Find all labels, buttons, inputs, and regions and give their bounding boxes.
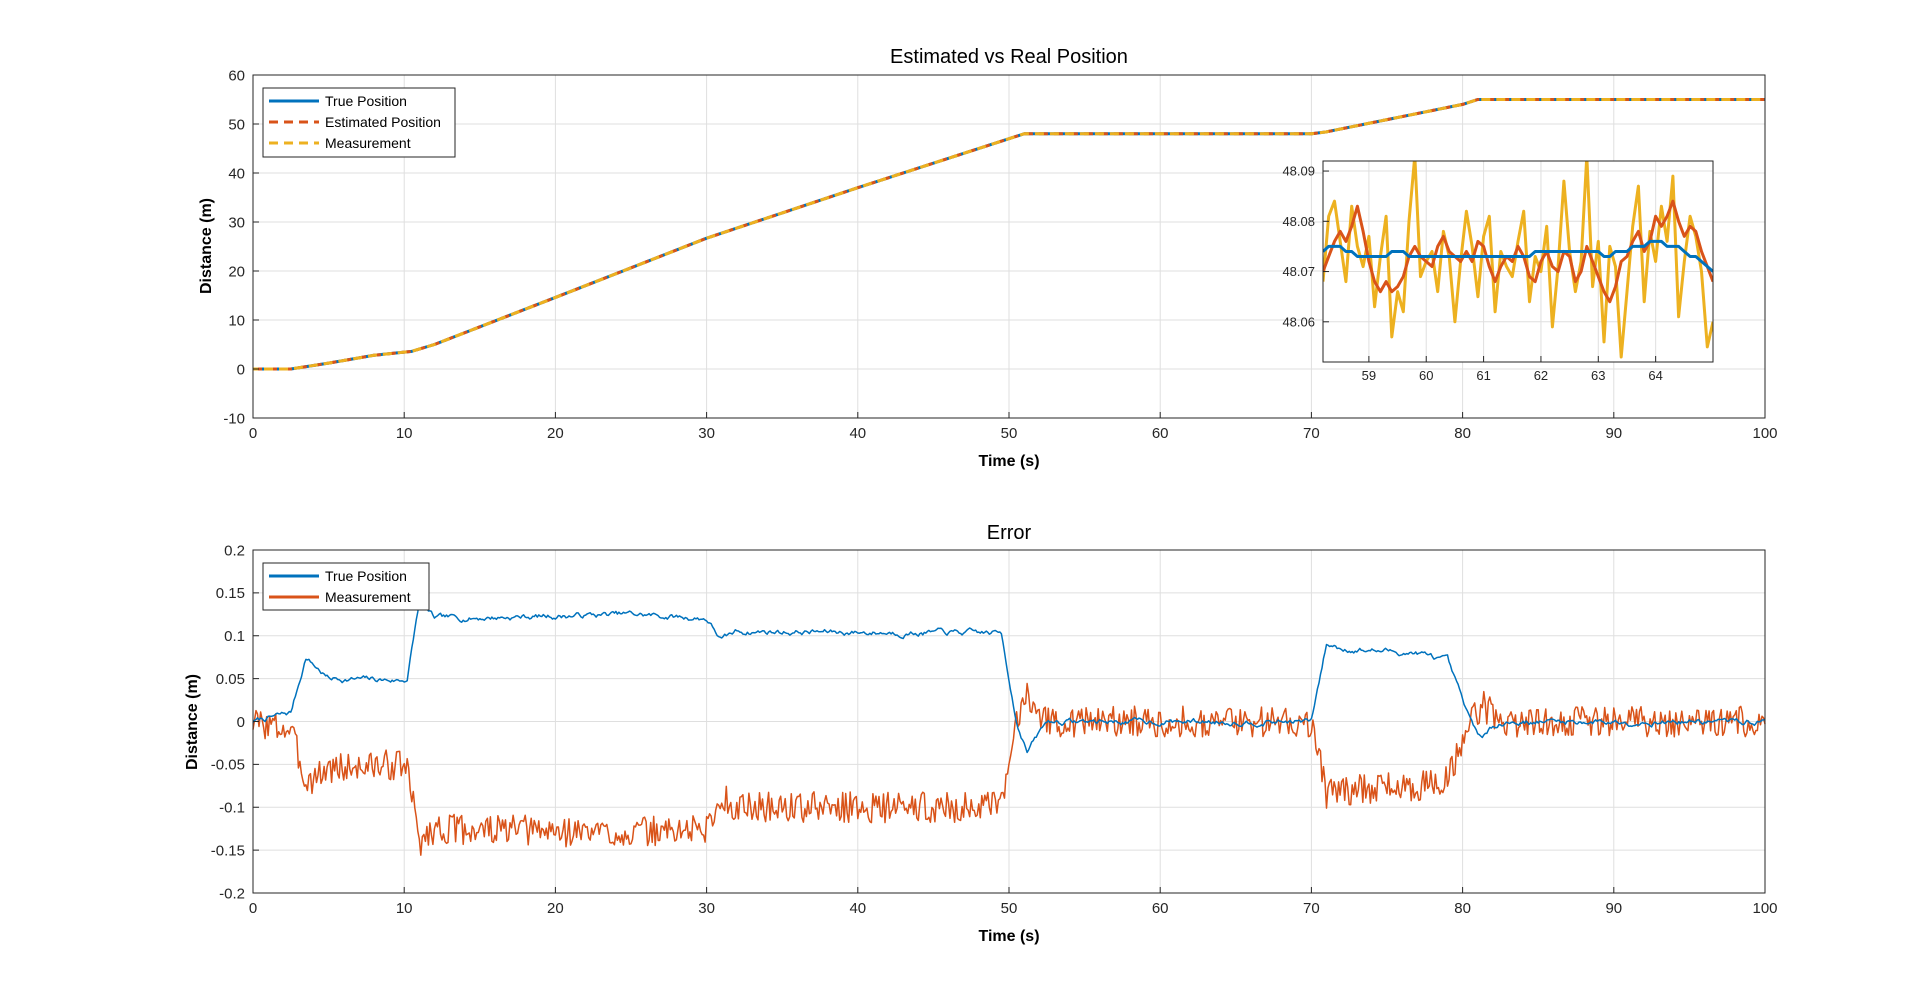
error-x-tick-label: 30 <box>698 900 715 917</box>
error-plot-title: Error <box>987 522 1032 544</box>
inset-y-tick-label: 48.07 <box>1282 264 1315 279</box>
error-x-ticks: 0 10 20 30 40 50 60 70 80 90 100 <box>249 887 1778 917</box>
error-y-axis-label: Distance (m) <box>184 674 201 770</box>
position-y-tick-label: 50 <box>228 116 245 133</box>
legend-label-error-measurement: Measurement <box>325 589 411 605</box>
position-y-tick-label: 30 <box>228 214 245 231</box>
error-x-tick-label: 40 <box>849 900 866 917</box>
position-x-ticks: 0 10 20 30 40 50 60 70 80 90 100 <box>249 412 1778 442</box>
position-x-tick-label: 40 <box>849 425 866 442</box>
position-legend: True Position Estimated Position Measure… <box>262 87 456 158</box>
position-x-tick-label: 20 <box>547 425 564 442</box>
inset-x-tick-label: 59 <box>1362 368 1376 383</box>
error-plot: 0 10 20 30 40 50 60 70 80 90 100 -0.2 -0.15 -0.1 -0.0… <box>184 522 1778 945</box>
error-x-tick-label: 90 <box>1605 900 1622 917</box>
inset-plot-frame <box>1322 160 1714 363</box>
error-x-tick-label: 20 <box>547 900 564 917</box>
error-y-tick-label: 0.2 <box>224 542 245 559</box>
error-series <box>252 600 1766 856</box>
inset-x-tick-label: 60 <box>1419 368 1433 383</box>
position-y-tick-label: 40 <box>228 165 245 182</box>
position-x-tick-label: 50 <box>1001 425 1018 442</box>
error-y-tick-label: 0 <box>237 714 245 731</box>
error-x-tick-label: 70 <box>1303 900 1320 917</box>
position-series <box>253 98 1765 371</box>
inset-x-tick-label: 63 <box>1591 368 1605 383</box>
position-x-tick-label: 100 <box>1752 425 1777 442</box>
inset-x-tick-label: 61 <box>1476 368 1490 383</box>
error-x-tick-label: 10 <box>396 900 413 917</box>
error-y-tick-label: -0.2 <box>219 885 245 902</box>
position-x-axis-label: Time (s) <box>978 453 1039 470</box>
position-plot: 0 10 20 30 40 50 60 70 80 90 100 -100102030405060 … <box>198 46 1778 470</box>
error-x-axis-label: Time (s) <box>978 928 1039 945</box>
position-plot-title: Estimated vs Real Position <box>890 46 1128 68</box>
legend-label-true-position: True Position <box>325 93 407 109</box>
error-y-tick-label: -0.15 <box>211 842 245 859</box>
error-line-true-position <box>252 600 1766 754</box>
series-line-true-position <box>253 98 1765 371</box>
position-x-tick-label: 10 <box>396 425 413 442</box>
error-x-tick-label: 50 <box>1001 900 1018 917</box>
inset-y-tick-label: 48.06 <box>1282 314 1315 329</box>
error-y-tick-label: 0.05 <box>216 671 245 688</box>
position-y-tick-label: 0 <box>237 361 245 378</box>
position-x-tick-label: 80 <box>1454 425 1471 442</box>
error-y-tick-label: 0.1 <box>224 628 245 645</box>
inset-y-tick-label: 48.09 <box>1282 164 1315 179</box>
inset-y-ticks: 48.06 48.07 48.08 48.09 <box>1282 164 1329 329</box>
position-y-tick-label: 10 <box>228 312 245 329</box>
position-x-tick-label: 70 <box>1303 425 1320 442</box>
position-y-ticks: -10 0 10 20 30 40 50 60 <box>223 67 259 427</box>
legend-label-error-true-position: True Position <box>325 568 407 584</box>
error-y-tick-label: -0.1 <box>219 800 245 817</box>
position-y-tick-label: 20 <box>228 263 245 280</box>
error-x-tick-label: 80 <box>1454 900 1471 917</box>
position-y-tick-label: -10 <box>223 410 245 427</box>
error-y-tick-label: 0.15 <box>216 585 245 602</box>
position-x-tick-label: 60 <box>1152 425 1169 442</box>
position-x-tick-label: 90 <box>1605 425 1622 442</box>
inset-x-ticks: 59 60 61 62 63 64 <box>1362 356 1663 383</box>
inset-x-tick-label: 64 <box>1648 368 1662 383</box>
position-y-axis-label: Distance (m) <box>198 198 215 294</box>
error-y-tick-label: -0.05 <box>211 757 245 774</box>
inset-x-tick-label: 62 <box>1534 368 1548 383</box>
position-x-tick-label: 30 <box>698 425 715 442</box>
inset-grid <box>1323 161 1713 362</box>
error-legend: True Position Measurement <box>262 562 430 611</box>
inset-zoom-plot: 59 60 61 62 63 64 48.06 48.07 48.08 48.09 <box>1282 160 1714 383</box>
position-y-tick-label: 60 <box>228 67 245 84</box>
error-x-tick-label: 60 <box>1152 900 1169 917</box>
legend-label-measurement: Measurement <box>325 135 411 151</box>
error-line-measurement <box>252 682 1766 856</box>
position-x-tick-label: 0 <box>249 425 257 442</box>
error-x-tick-label: 100 <box>1752 900 1777 917</box>
inset-y-tick-label: 48.08 <box>1282 214 1315 229</box>
error-y-ticks: -0.2 -0.15 -0.1 -0.05 0 0.05 0.1 0.15 0.2 <box>211 542 259 902</box>
error-x-tick-label: 0 <box>249 900 257 917</box>
inset-line-true-position <box>1323 239 1713 273</box>
error-legend-box <box>262 562 430 611</box>
legend-label-estimated-position: Estimated Position <box>325 114 441 130</box>
inset-series <box>1323 161 1713 359</box>
